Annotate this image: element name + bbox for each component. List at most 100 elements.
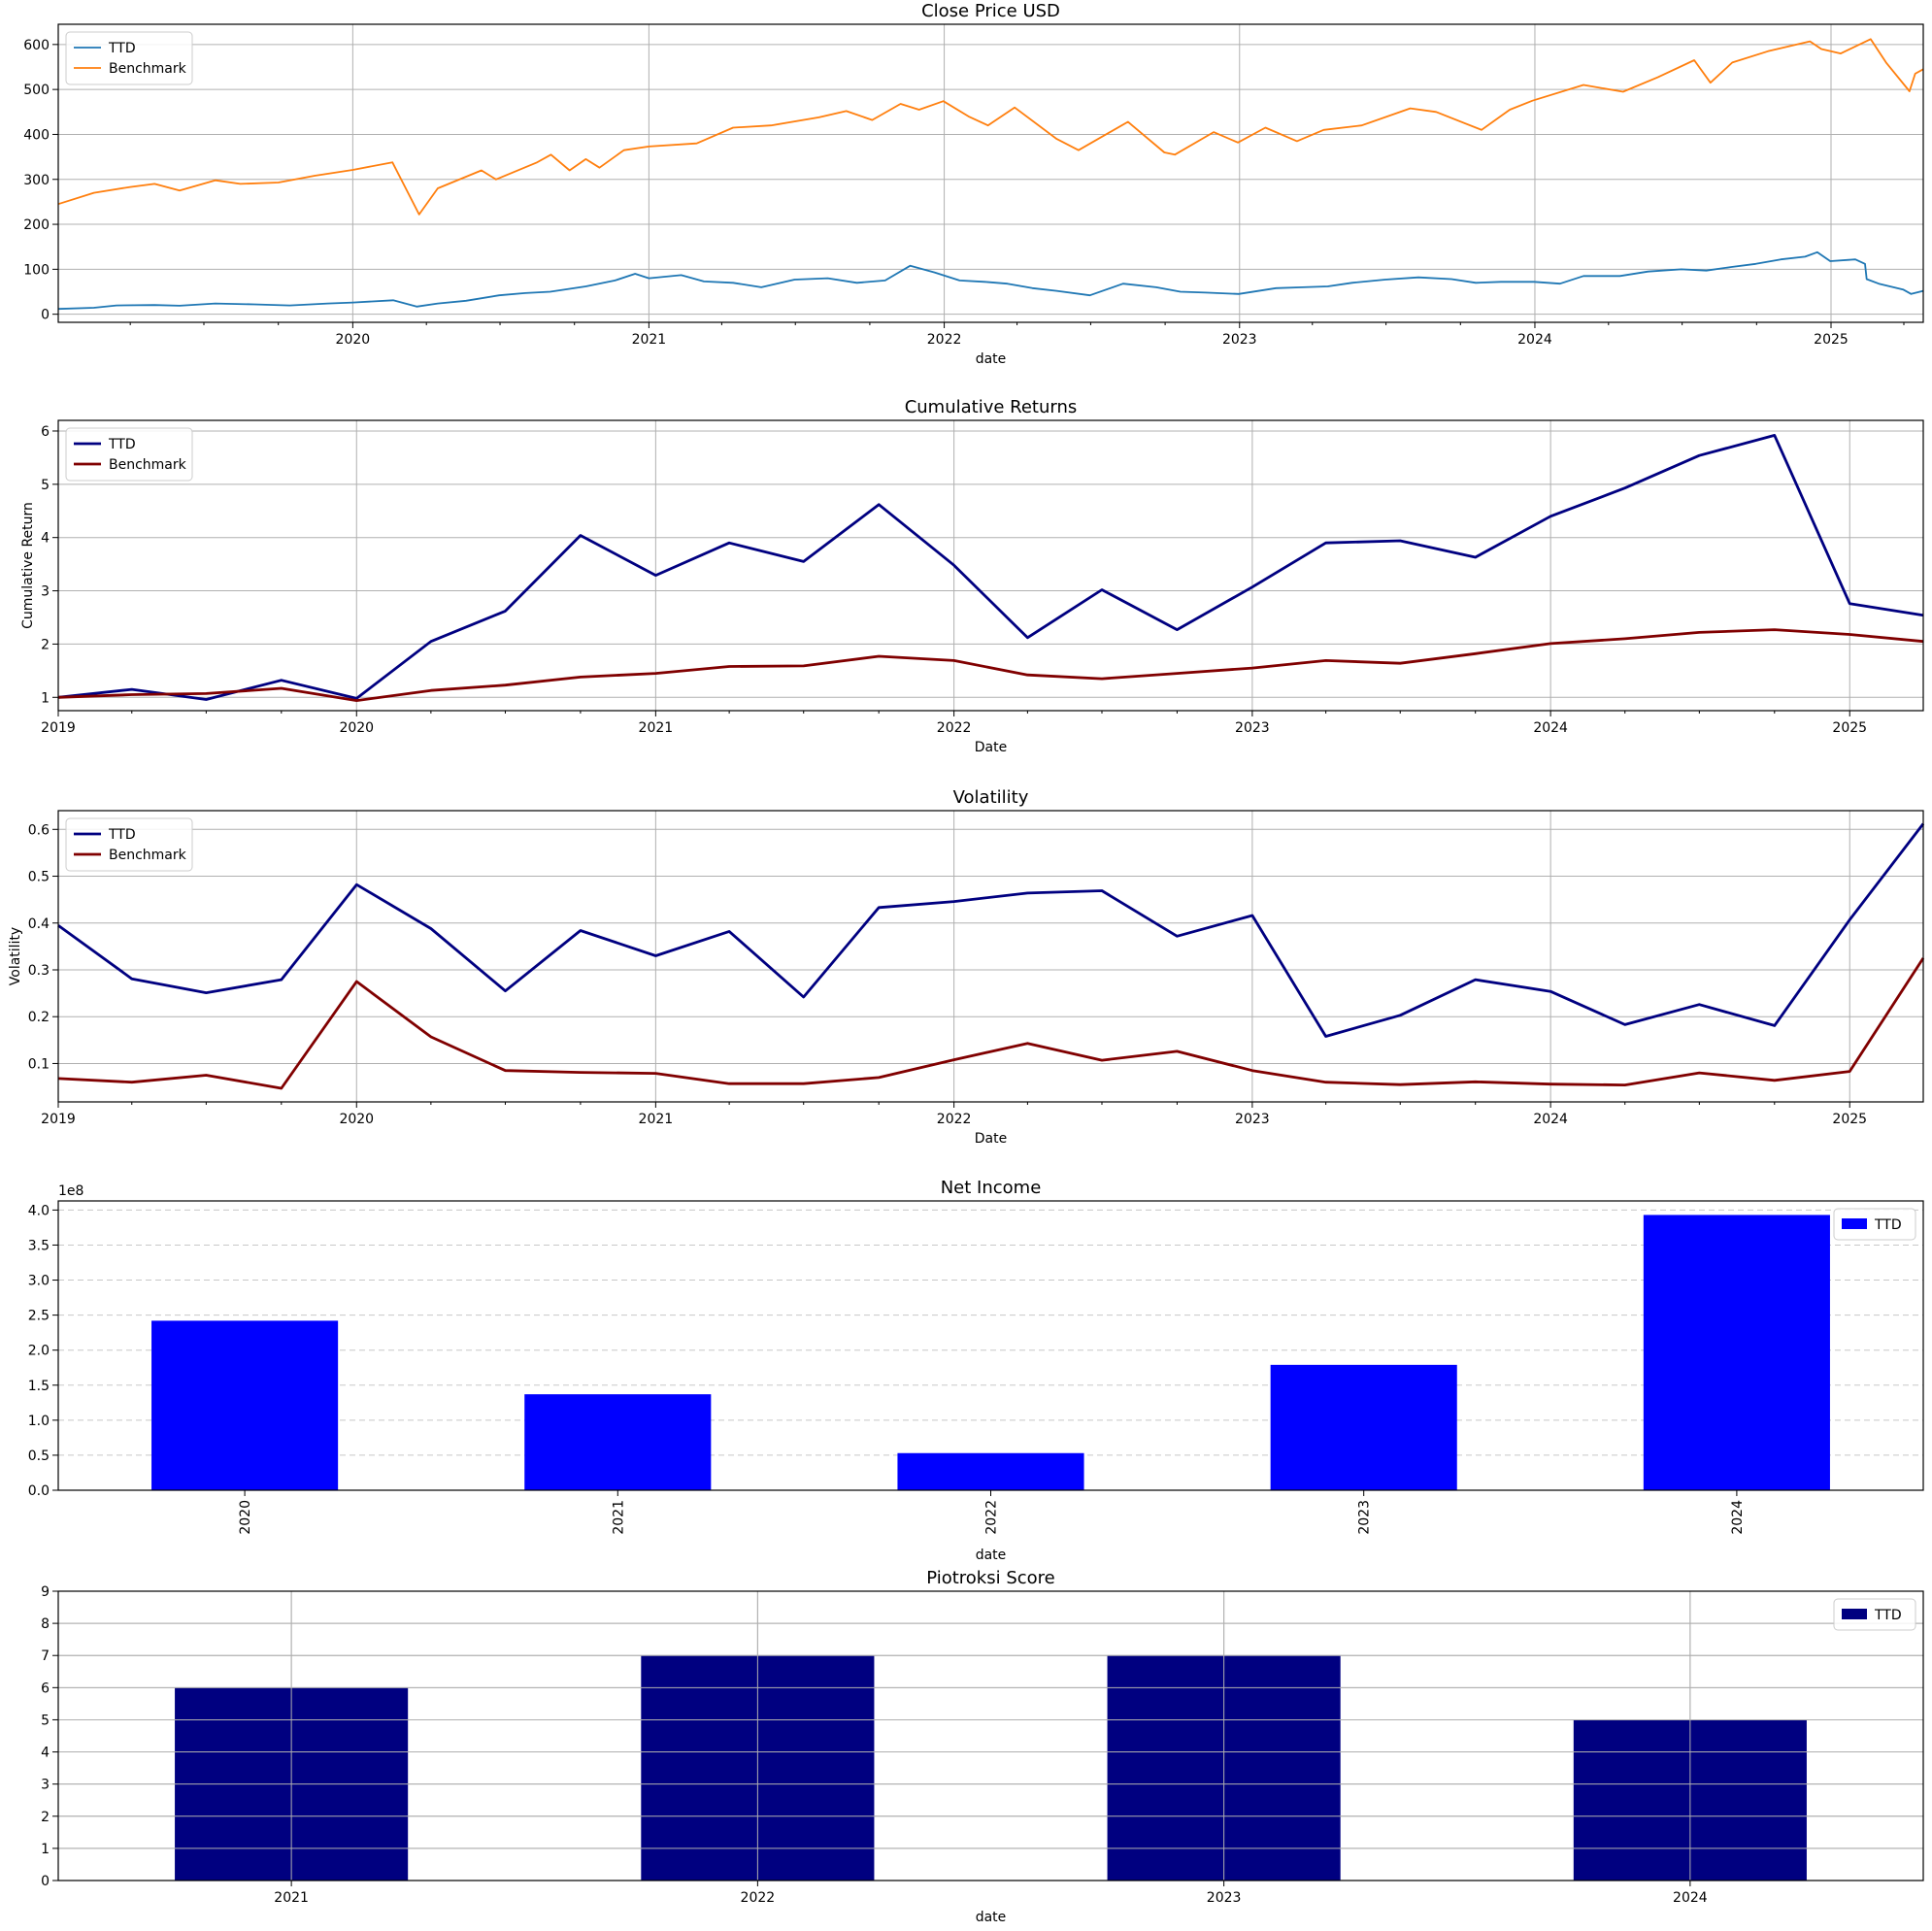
axes-frame xyxy=(57,1590,1924,1881)
bar-2023 xyxy=(1270,1364,1457,1490)
axes-frame xyxy=(57,810,1924,1103)
y-tick-label: 4 xyxy=(41,1746,50,1761)
x-tick-label: 2024 xyxy=(1673,1890,1708,1906)
x-axis-label: date xyxy=(976,351,1007,367)
chart-title: Close Price USD xyxy=(921,1,1060,21)
x-tick-label: 2021 xyxy=(611,1500,626,1535)
y-tick-label: 1.5 xyxy=(28,1379,50,1394)
legend-label: TTD xyxy=(108,41,136,56)
y-tick-label: 300 xyxy=(23,173,50,188)
bar-2022 xyxy=(897,1452,1084,1490)
x-tick-label: 2022 xyxy=(927,332,962,348)
y-tick-label: 1 xyxy=(41,690,50,706)
legend-label: Benchmark xyxy=(109,848,187,863)
x-axis-label: Date xyxy=(975,740,1007,755)
x-tick-label: 2025 xyxy=(1832,1112,1867,1127)
legend-box xyxy=(65,31,193,85)
y-tick-label: 0.1 xyxy=(28,1056,50,1072)
y-tick-label: 7 xyxy=(41,1648,50,1664)
y-tick-label: 100 xyxy=(23,262,50,278)
y-axis-label: Volatility xyxy=(8,927,23,985)
series-line-benchmark xyxy=(57,38,1924,216)
x-tick-label: 2019 xyxy=(41,1112,76,1127)
y-tick-label: 6 xyxy=(41,424,50,440)
panel-0: Close Price USD 2020 2021 2022 2023 2024 2025 0… xyxy=(23,1,1924,367)
y-tick-label: 1.0 xyxy=(28,1414,50,1429)
y-tick-label: 6 xyxy=(41,1681,50,1696)
x-tick-label: 2020 xyxy=(238,1500,253,1535)
y-tick-label: 0.2 xyxy=(28,1010,50,1025)
x-tick-label: 2022 xyxy=(984,1500,1000,1535)
y-tick-label: 5 xyxy=(41,478,50,493)
series-line-benchmark xyxy=(57,628,1924,702)
x-tick-label: 2021 xyxy=(639,1112,674,1127)
legend-label: Benchmark xyxy=(109,61,187,77)
y-tick-label: 3 xyxy=(41,1778,50,1793)
panel-2: Volatility 2019 2020 2021 2022 2023 2024 2025 0.… xyxy=(8,787,1925,1147)
x-tick-label: 2020 xyxy=(339,1112,374,1127)
x-axis-label: date xyxy=(976,1548,1007,1563)
chart-title: Net Income xyxy=(941,1178,1042,1198)
x-tick-label: 2023 xyxy=(1235,720,1270,736)
y-tick-label: 0.3 xyxy=(28,963,50,979)
x-tick-label: 2024 xyxy=(1517,332,1552,348)
x-tick-label: 2021 xyxy=(274,1890,309,1906)
x-tick-label: 2025 xyxy=(1832,720,1867,736)
legend-label: TTD xyxy=(108,827,136,843)
y-tick-label: 0 xyxy=(41,1874,50,1889)
y-tick-label: 2 xyxy=(41,637,50,652)
axes-frame xyxy=(57,419,1924,712)
series-line-ttd xyxy=(57,822,1925,1038)
chart-title: Piotroksi Score xyxy=(926,1568,1055,1588)
legend-box xyxy=(1833,1598,1916,1631)
y-tick-label: 0.4 xyxy=(28,916,50,932)
bar-2021 xyxy=(524,1394,712,1490)
y-tick-label: 3 xyxy=(41,584,50,600)
y-tick-label: 0.6 xyxy=(28,822,50,838)
y-tick-label: 3.5 xyxy=(28,1238,50,1253)
y-tick-label: 400 xyxy=(23,127,50,143)
legend-label: TTD xyxy=(108,437,136,452)
x-tick-label: 2023 xyxy=(1235,1112,1270,1127)
series-line-ttd xyxy=(57,434,1924,701)
legend-label: Benchmark xyxy=(109,457,187,473)
panel-4: Piotroksi Score 0 1 2 3 4 5 6 7 8 9 2021 2022 2023 202… xyxy=(41,1568,1924,1925)
x-tick-label: 2021 xyxy=(639,720,674,736)
y-tick-label: 200 xyxy=(23,217,50,233)
x-tick-label: 2020 xyxy=(339,720,374,736)
y-tick-label: 2.5 xyxy=(28,1309,50,1324)
y-tick-label: 5 xyxy=(41,1713,50,1728)
y-tick-label: 0 xyxy=(41,308,50,323)
x-tick-label: 2022 xyxy=(937,720,972,736)
x-tick-label: 2024 xyxy=(1533,720,1568,736)
legend-box xyxy=(65,817,193,872)
series-line-ttd xyxy=(57,250,1924,311)
bar-2024 xyxy=(1643,1215,1830,1490)
y-tick-label: 4.0 xyxy=(28,1203,50,1218)
legend-box xyxy=(65,427,193,482)
y-tick-label: 9 xyxy=(41,1584,50,1600)
axes-frame xyxy=(57,23,1924,323)
y-tick-label: 2.0 xyxy=(28,1344,50,1359)
x-tick-label: 2019 xyxy=(41,720,76,736)
legend-box xyxy=(1833,1208,1916,1241)
y-axis-label: Cumulative Return xyxy=(20,502,36,629)
axes-frame xyxy=(57,1200,1924,1491)
chart-title: Cumulative Returns xyxy=(905,397,1078,417)
y-tick-label: 2 xyxy=(41,1810,50,1825)
x-tick-label: 2023 xyxy=(1357,1500,1373,1535)
y-tick-label: 3.0 xyxy=(28,1274,50,1289)
y-tick-label: 600 xyxy=(23,38,50,53)
x-tick-label: 2022 xyxy=(741,1890,776,1906)
y-tick-label: 1 xyxy=(41,1842,50,1857)
legend-label: TTD xyxy=(1874,1608,1902,1623)
y-tick-label: 0.5 xyxy=(28,870,50,885)
x-tick-label: 2023 xyxy=(1222,332,1257,348)
x-tick-label: 2022 xyxy=(937,1112,972,1127)
x-axis-label: date xyxy=(976,1910,1007,1925)
y-tick-label: 500 xyxy=(23,83,50,98)
x-tick-label: 2024 xyxy=(1730,1500,1746,1535)
legend-swatch xyxy=(1842,1609,1867,1619)
x-tick-label: 2025 xyxy=(1814,332,1849,348)
